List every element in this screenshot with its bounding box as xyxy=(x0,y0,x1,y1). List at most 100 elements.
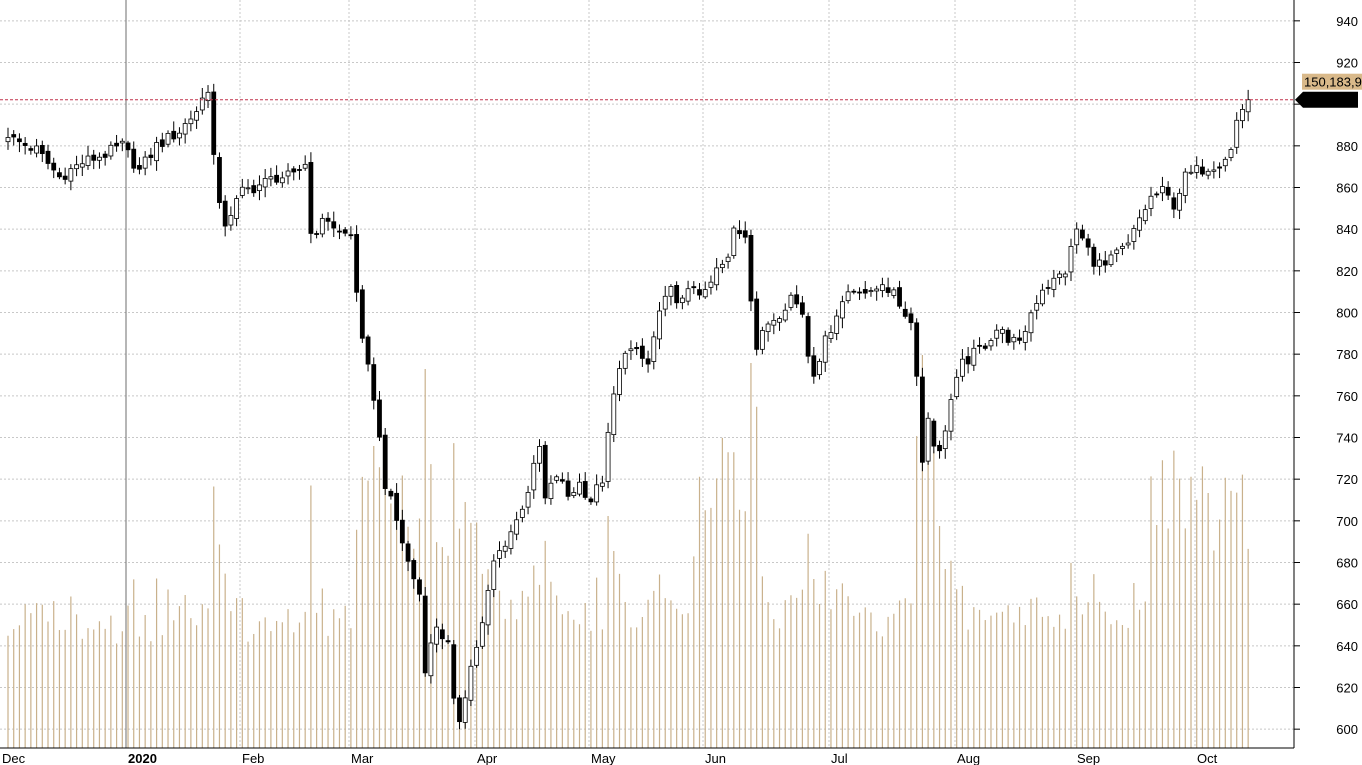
candle-body xyxy=(57,172,62,178)
candle-body xyxy=(1188,171,1194,174)
candle-body xyxy=(228,215,234,226)
candle-body xyxy=(679,297,685,304)
candle-body xyxy=(1120,245,1125,249)
candle-body xyxy=(97,156,102,161)
candle-body xyxy=(925,417,931,462)
candle-body xyxy=(799,302,805,315)
candle-body xyxy=(617,368,622,395)
candle-body xyxy=(879,284,885,291)
candle-body xyxy=(239,186,245,196)
candle-body xyxy=(662,295,668,310)
candle-body xyxy=(171,130,177,140)
candle-body xyxy=(417,579,422,595)
candle-body xyxy=(1205,170,1211,176)
candle-body xyxy=(182,123,188,135)
candle-body xyxy=(742,230,748,238)
candle-body xyxy=(817,360,822,376)
candle-body xyxy=(828,332,834,339)
candle-body xyxy=(1160,186,1165,194)
candle-body xyxy=(331,221,337,229)
candle-body xyxy=(628,348,634,352)
candle-body xyxy=(845,291,851,302)
candle-body xyxy=(45,150,51,164)
candle-body xyxy=(314,233,320,235)
candle-body xyxy=(445,640,451,643)
candle-body xyxy=(599,482,605,487)
candle-body xyxy=(725,256,731,262)
candle-body xyxy=(308,162,314,234)
candle-body xyxy=(142,156,148,169)
candle-body xyxy=(485,590,491,626)
candle-body xyxy=(1085,238,1091,248)
candle-body xyxy=(862,289,868,294)
candle-body xyxy=(22,142,28,146)
candle-body xyxy=(411,560,417,580)
candle-body xyxy=(302,163,308,169)
candle-body xyxy=(731,227,737,256)
candle-body xyxy=(1200,166,1205,175)
y-tick-label: 700 xyxy=(1336,514,1358,529)
y-tick-label: 620 xyxy=(1336,681,1358,696)
candle-body xyxy=(908,313,914,324)
y-tick-label: 840 xyxy=(1336,222,1358,237)
candle-body xyxy=(1131,228,1137,242)
candle-body xyxy=(188,118,194,125)
candle-body xyxy=(108,144,114,157)
candle-body xyxy=(874,288,880,292)
candle-body xyxy=(748,234,754,302)
candle-body xyxy=(245,187,251,190)
marker-layer: 150,183,9 902.14 xyxy=(0,73,1362,108)
candle-body xyxy=(948,399,954,432)
candle-body xyxy=(474,646,480,666)
volume-layer xyxy=(7,355,1249,748)
candle-body xyxy=(1148,195,1154,209)
x-tick-label: Apr xyxy=(477,751,498,765)
candle-body xyxy=(114,142,119,147)
candle-body xyxy=(348,234,354,237)
candle-body xyxy=(588,498,594,503)
candle-body xyxy=(782,309,788,321)
candle-body xyxy=(645,358,651,365)
candle-body xyxy=(502,545,508,552)
candle-body xyxy=(62,175,68,180)
y-tick-label: 740 xyxy=(1336,431,1358,446)
candle-body xyxy=(382,434,388,489)
candle-body xyxy=(714,267,720,286)
candle-body xyxy=(525,492,531,508)
candle-body xyxy=(988,340,994,347)
x-tick-label: Jun xyxy=(705,751,726,765)
candle-body xyxy=(565,480,571,497)
candle-body xyxy=(194,111,199,121)
candle-body xyxy=(1062,273,1068,278)
candle-body xyxy=(439,629,445,640)
last-price-label: 902.14 xyxy=(1306,93,1346,108)
candle-body xyxy=(868,290,874,293)
y-tick-label: 660 xyxy=(1336,597,1358,612)
candle-body xyxy=(279,177,285,184)
y-tick-label: 820 xyxy=(1336,264,1358,279)
candle-body xyxy=(1114,249,1120,254)
candle-body xyxy=(1034,303,1040,311)
candle-body xyxy=(1194,165,1200,173)
candle-body xyxy=(159,139,165,147)
candle-body xyxy=(902,308,908,317)
x-tick-label: Mar xyxy=(351,751,374,765)
candle-body xyxy=(794,294,800,305)
candle-body xyxy=(262,178,268,188)
last-volume-box xyxy=(1302,73,1362,90)
candle-body xyxy=(131,148,137,169)
candle-body xyxy=(1228,149,1234,158)
candle-body xyxy=(965,356,971,365)
candle-body xyxy=(319,218,325,235)
candle-body xyxy=(994,329,1000,339)
candle-body xyxy=(657,310,662,340)
last-price-box xyxy=(1295,91,1358,108)
candle-body xyxy=(1245,99,1251,113)
x-tick-label: Oct xyxy=(1197,751,1218,765)
y-tick-label: 760 xyxy=(1336,389,1358,404)
candle-body xyxy=(971,347,977,366)
candle-body xyxy=(1108,254,1114,266)
candle-body xyxy=(977,344,982,347)
candle-body xyxy=(359,289,365,339)
